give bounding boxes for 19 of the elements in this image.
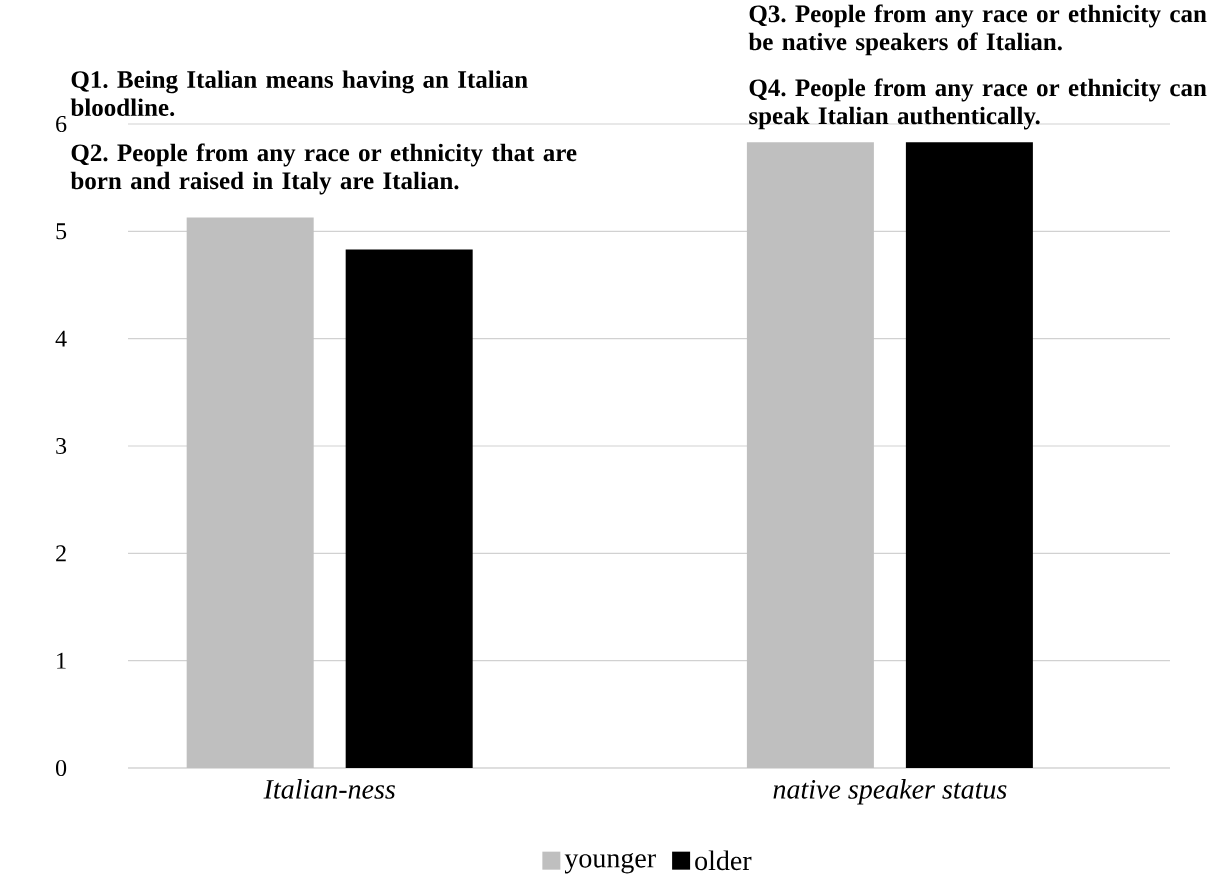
x-tick-label: native speaker status <box>773 779 1007 805</box>
y-tick-label: 4 <box>55 330 67 347</box>
y-tick-label: 3 <box>56 437 67 455</box>
y-tick-label: 6 <box>56 115 67 133</box>
annotation: Q2. People from any race or ethnicity that are born and raised in Italy are Italian. <box>70 143 577 195</box>
legend-label: younger <box>564 852 656 874</box>
bar <box>746 142 874 768</box>
text: Q3. People from any race or ethnicity can be native speakers of Italian. <box>748 4 1207 56</box>
y-tick-label: 5 <box>56 223 67 240</box>
y-tick-label: 1 <box>57 652 66 669</box>
text: Q1. Being Italian means having an Italian bloodline. <box>70 70 528 117</box>
annotation: Q4. People from any race or ethnicity can speak Italian authentically. <box>749 78 1207 130</box>
bar <box>905 142 1033 768</box>
y-tick-label: 2 <box>56 545 66 562</box>
legend-label: older <box>695 850 752 871</box>
x-tick-label: Italian-ness <box>263 779 395 799</box>
bar <box>345 249 473 768</box>
bar <box>186 217 314 768</box>
y-tick-label: 0 <box>55 759 67 777</box>
